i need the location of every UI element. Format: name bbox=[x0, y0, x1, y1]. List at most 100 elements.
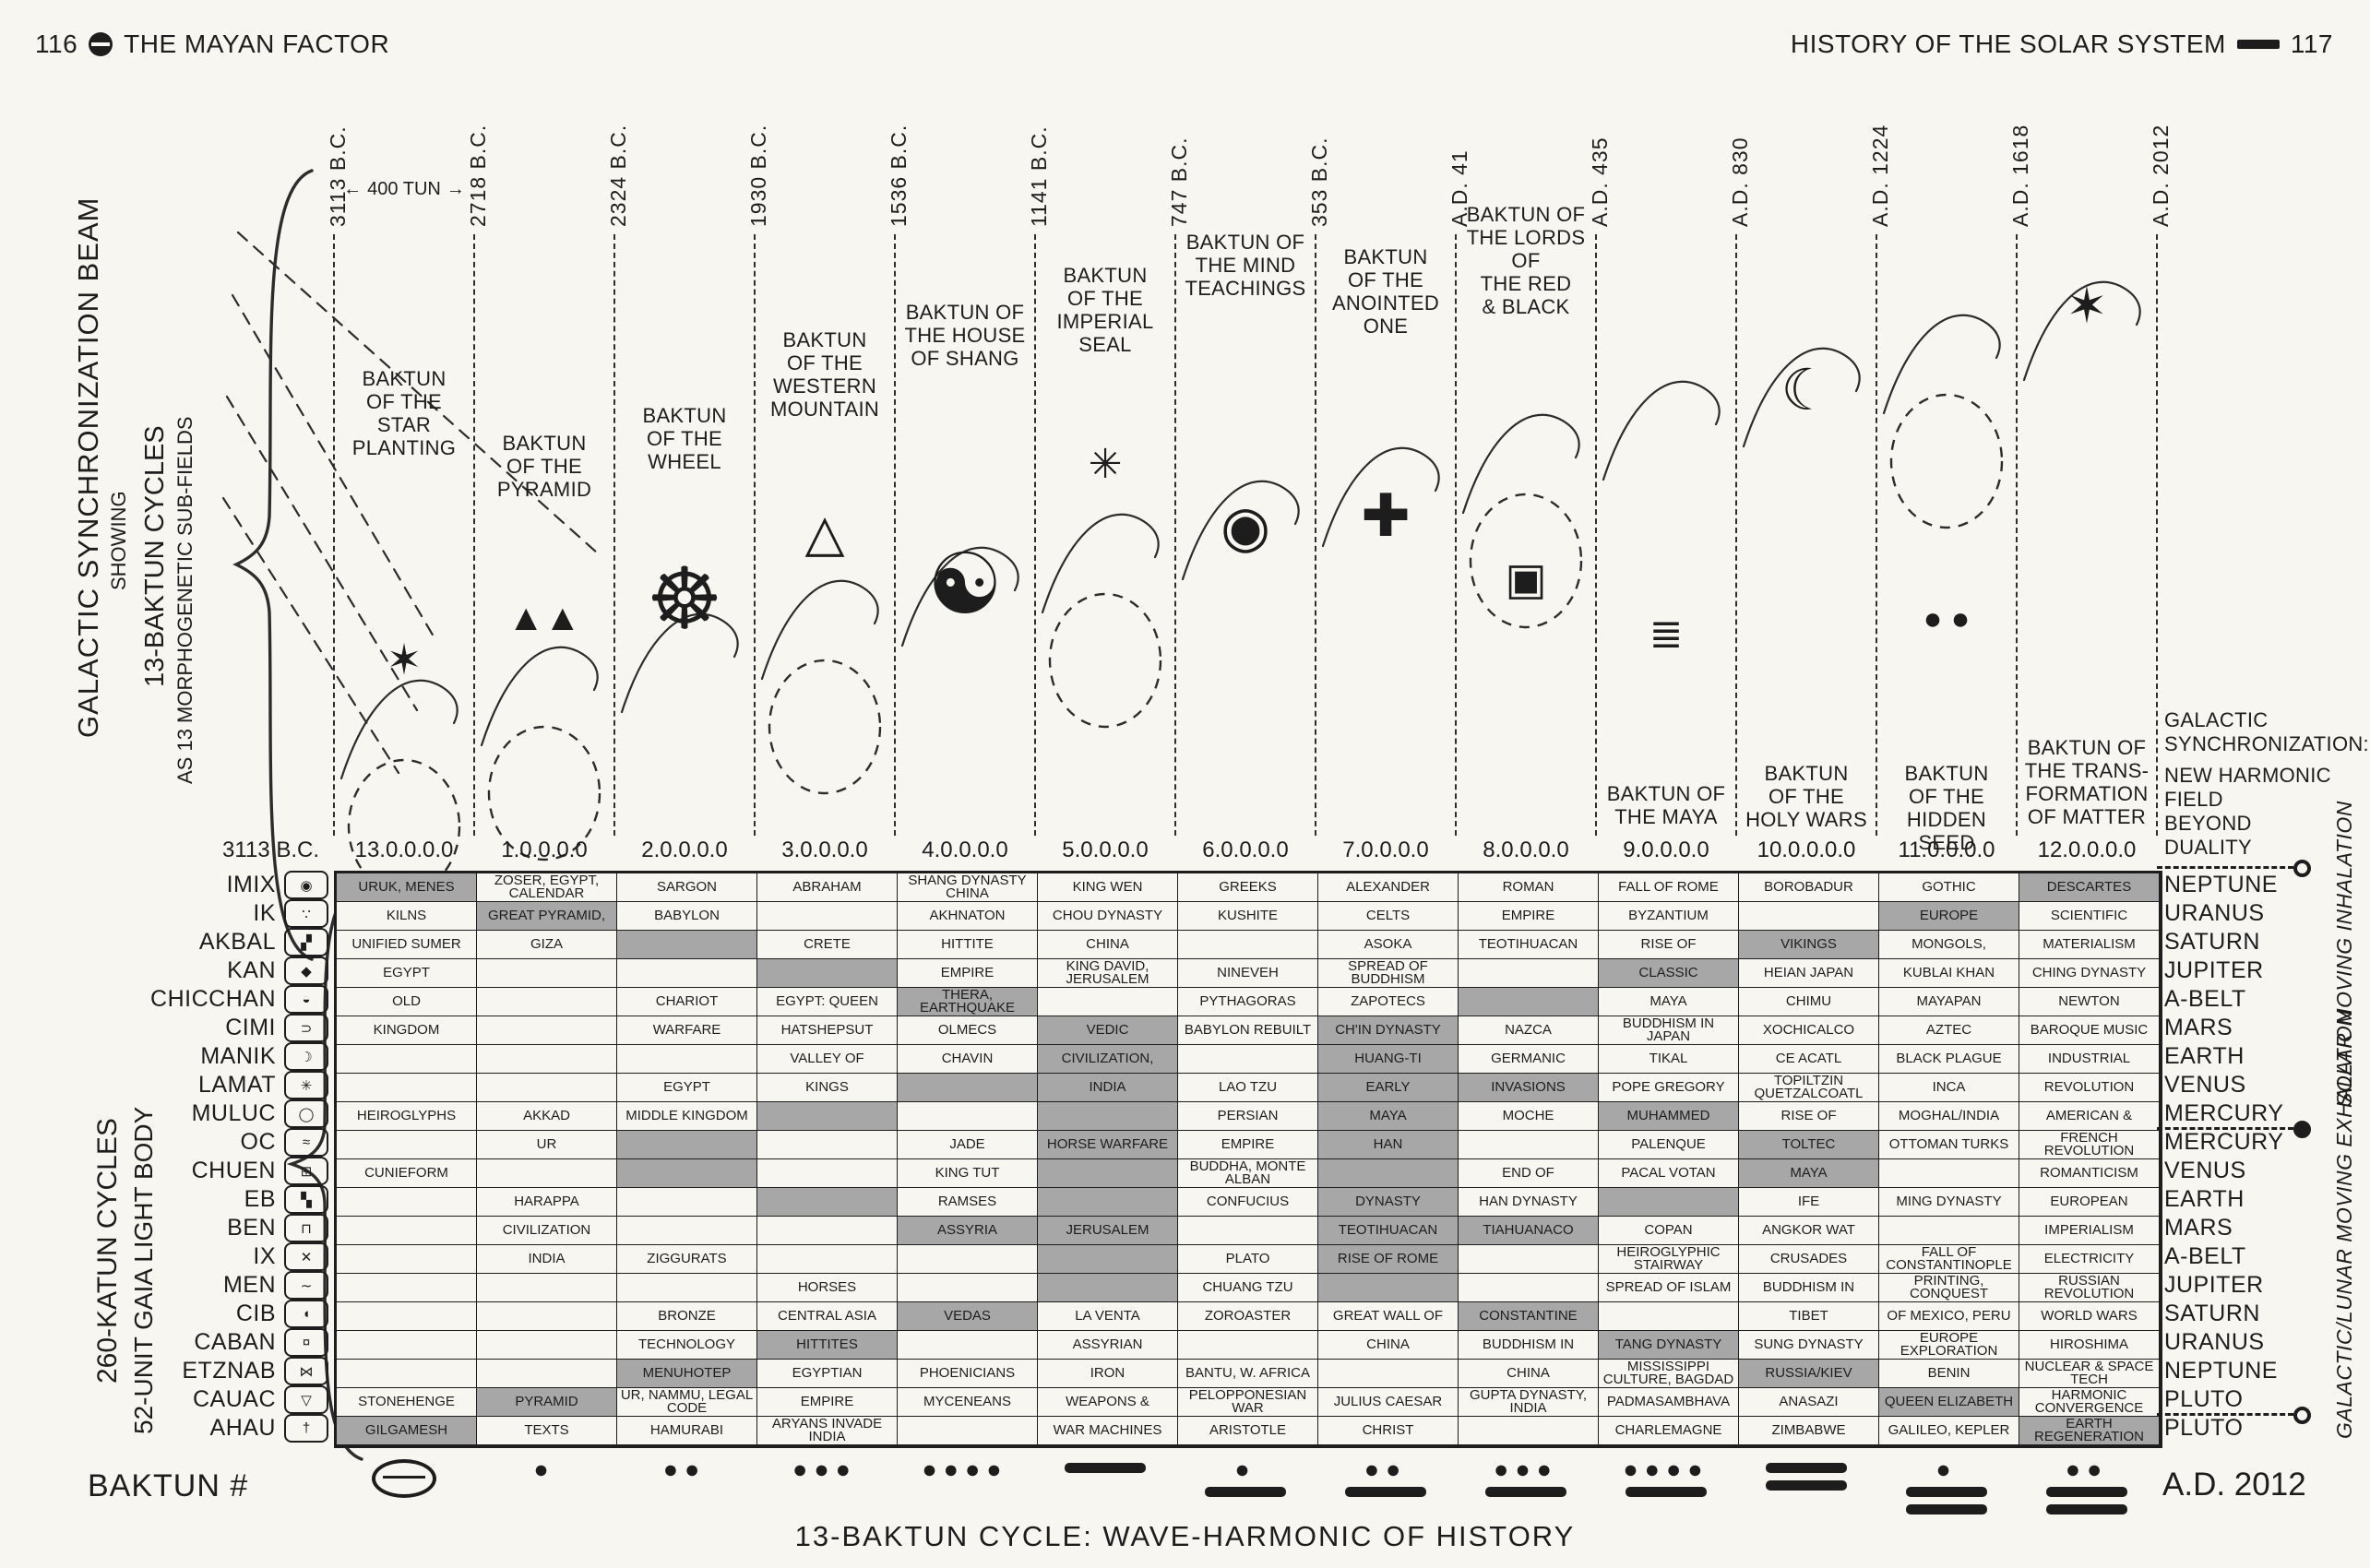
katun-cell bbox=[1178, 931, 1318, 959]
baktun-title-line: BAKTUN bbox=[1343, 245, 1428, 268]
baktun-number-header: 1.0.0.0.0 bbox=[501, 837, 588, 862]
katun-cell: NUCLEAR & SPACE TECH bbox=[2019, 1360, 2160, 1388]
katun-cell bbox=[337, 1245, 477, 1274]
katun-cell: ASOKA bbox=[1318, 931, 1459, 959]
katun-cell: PRINTING, CONQUEST bbox=[1879, 1274, 2019, 1302]
katun-cell: ZOSER, EGYPT, CALENDAR bbox=[477, 873, 617, 902]
day-sign-glyph-icon: ⊃ bbox=[284, 1014, 328, 1042]
katun-cell: ZOROASTER bbox=[1178, 1302, 1318, 1331]
baktun-title-line: OF THE bbox=[365, 390, 443, 413]
baktun-title-line: STAR bbox=[376, 413, 432, 436]
baktun-numeral: ●● bbox=[1316, 1457, 1456, 1497]
baktun-title-line: SEAL bbox=[1078, 333, 1132, 356]
day-sign-name: ETZNAB bbox=[182, 1358, 276, 1384]
katun-cell: MENUHOTEP bbox=[617, 1360, 757, 1388]
day-sign-row-label: CAUAC ▽ bbox=[55, 1385, 328, 1414]
baktun-title-line: ONE bbox=[1363, 315, 1409, 338]
katun-cell: REVOLUTION bbox=[2019, 1074, 2160, 1102]
katun-cell: HARAPPA bbox=[477, 1188, 617, 1217]
planet-label: JUPITER bbox=[2164, 1272, 2264, 1298]
katun-cell: BYZANTIUM bbox=[1599, 902, 1739, 931]
katun-cell bbox=[1178, 1331, 1318, 1360]
baktun-number-header: 13.0.0.0.0 bbox=[354, 837, 454, 862]
baktun-title: BAKTUN OF THE HOUSE OF SHANG bbox=[897, 301, 1033, 370]
column-separator bbox=[1455, 234, 1457, 836]
planet-label: JUPITER bbox=[2164, 957, 2264, 983]
baktun-title-line: OF THE bbox=[1347, 268, 1424, 291]
katun-cell: GREEKS bbox=[1178, 873, 1318, 902]
katun-cell: TIKAL bbox=[1599, 1045, 1739, 1074]
column-separator bbox=[2156, 234, 2158, 836]
katun-cell: TOPILTZIN QUETZALCOATL bbox=[1739, 1074, 1879, 1102]
baktun-numeral bbox=[1736, 1459, 1876, 1491]
day-sign-name: CHICCHAN bbox=[150, 986, 276, 1012]
baktun-title-line: OF SHANG bbox=[911, 347, 1019, 370]
planet-label: URANUS bbox=[2164, 900, 2265, 926]
katun-cell: CONFUCIUS bbox=[1178, 1188, 1318, 1217]
numeral-bar bbox=[1906, 1487, 1987, 1497]
katun-cell: CIVILIZATION bbox=[477, 1217, 617, 1245]
baktun-title-line: OF THE bbox=[506, 455, 583, 478]
date-label: 1141 B.C. bbox=[1027, 125, 1051, 227]
katun-cell bbox=[1038, 1274, 1178, 1302]
baktun-title: BAKTUN OF THE HIDDEN SEED bbox=[1878, 762, 2015, 854]
day-sign-name: CAUAC bbox=[192, 1386, 276, 1412]
day-sign-row-label: IX ✕ bbox=[55, 1242, 328, 1271]
katun-cell bbox=[757, 902, 898, 931]
katun-cell: COPAN bbox=[1599, 1217, 1739, 1245]
katun-cell bbox=[337, 1331, 477, 1360]
day-sign-row-label: LAMAT ✳ bbox=[55, 1071, 328, 1099]
celtic-cross-icon: ✚ bbox=[1361, 482, 1411, 549]
katun-cell bbox=[1318, 1274, 1459, 1302]
baktun-title: BAKTUN OF THE TRANS- FORMATION OF MATTER bbox=[2019, 736, 2155, 828]
day-sign-row-label: BEN ⊓ bbox=[55, 1214, 328, 1242]
day-sign-row-label: IMIX ◉ bbox=[55, 871, 328, 899]
katun-cell: NEWTON bbox=[2019, 988, 2160, 1016]
katun-cell: EUROPE EXPLORATION bbox=[1879, 1331, 2019, 1360]
katun-cell bbox=[617, 931, 757, 959]
katun-cell: KINGS bbox=[757, 1074, 898, 1102]
day-sign-name: IMIX bbox=[226, 872, 276, 897]
katun-cell: GREAT PYRAMID, bbox=[477, 902, 617, 931]
katun-cell: INVASIONS bbox=[1459, 1074, 1599, 1102]
baktun-number-header: 9.0.0.0.0 bbox=[1623, 837, 1709, 862]
katun-cell bbox=[1599, 1188, 1739, 1217]
katun-cell: CHARLEMAGNE bbox=[1599, 1417, 1739, 1445]
dharma-wheel-icon: ☸ bbox=[646, 552, 723, 647]
day-sign-name: IX bbox=[253, 1243, 276, 1269]
baktun-title-line: BAKTUN OF bbox=[905, 301, 1025, 324]
day-sign-name: AHAU bbox=[209, 1415, 276, 1441]
day-sign-row-label: MANIK ☽ bbox=[55, 1042, 328, 1071]
zero-shell-icon bbox=[372, 1459, 436, 1498]
katun-cell: HIROSHIMA bbox=[2019, 1331, 2160, 1360]
day-sign-glyph-icon: ▚ bbox=[284, 1185, 328, 1214]
katun-cell: GERMANIC bbox=[1459, 1045, 1599, 1074]
katun-cell: END OF bbox=[1459, 1159, 1599, 1188]
katun-cell bbox=[898, 1417, 1038, 1445]
katun-cell bbox=[898, 1274, 1038, 1302]
katun-cell bbox=[617, 1217, 757, 1245]
day-sign-glyph-icon: ✳ bbox=[284, 1071, 328, 1099]
katun-table: URUK, MENES ZOSER, EGYPT, CALENDAR SARGON A… bbox=[334, 871, 2162, 1448]
katun-cell bbox=[757, 1159, 898, 1188]
katun-cell: NAZCA bbox=[1459, 1016, 1599, 1045]
date-label: A.D. 2012 bbox=[2149, 124, 2173, 227]
baktun-numeral bbox=[1035, 1459, 1175, 1473]
katun-cell: CHARIOT bbox=[617, 988, 757, 1016]
katun-cell: CLASSIC bbox=[1599, 959, 1739, 988]
katun-cell: TANG DYNASTY bbox=[1599, 1331, 1739, 1360]
katun-cell: MUHAMMED bbox=[1599, 1102, 1739, 1131]
katun-cell: HUANG-TI bbox=[1318, 1045, 1459, 1074]
katun-cell: WORLD WARS bbox=[2019, 1302, 2160, 1331]
baktun-number-label: BAKTUN # bbox=[88, 1468, 249, 1503]
katun-cell: PACAL VOTAN bbox=[1599, 1159, 1739, 1188]
katun-cell: EMPIRE bbox=[1178, 1131, 1318, 1159]
katun-cell bbox=[1599, 1302, 1739, 1331]
baktun-number-header: 12.0.0.0.0 bbox=[2037, 837, 2137, 862]
katun-cell bbox=[337, 1360, 477, 1388]
katun-cell: JULIUS CAESAR bbox=[1318, 1388, 1459, 1417]
katun-cell: UNIFIED SUMER bbox=[337, 931, 477, 959]
day-sign-name: CIMI bbox=[225, 1015, 276, 1040]
katun-cell: AKHNATON bbox=[898, 902, 1038, 931]
baktun-title-line: BAKTUN bbox=[1764, 762, 1849, 785]
